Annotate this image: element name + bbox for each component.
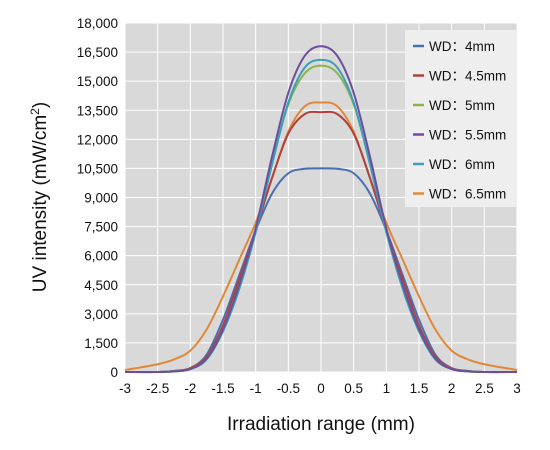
x-tick-label: 1.5 (410, 381, 429, 396)
legend-label: WD：6.5mm (429, 187, 506, 202)
legend-label: WD：6mm (429, 157, 495, 172)
series-lines (124, 45, 518, 374)
y-tick-label: 9,000 (84, 191, 118, 206)
y-tick-label: 16,500 (77, 45, 118, 60)
x-tick-label: 1 (383, 381, 391, 396)
legend: WD：4mm WD：4.5mm WD：5mm WD：5.5mm WD：6mm WD：6.5… (405, 30, 517, 207)
x-tick-label: -0.5 (277, 381, 300, 396)
y-tick-label: 15,000 (77, 74, 118, 89)
y-tick-label: 13,500 (77, 103, 118, 118)
y-axis-title-sup: 2 (28, 108, 42, 115)
x-tick-label: -3 (119, 381, 131, 396)
x-tick-labels: -3 -2.5 -2 -1.5 -1 -0.5 0 0.5 1 1.5 2 2.5 3 (119, 381, 521, 396)
y-tick-label: 10,500 (77, 161, 118, 176)
x-tick-label: -2 (184, 381, 196, 396)
y-tick-label: 4,500 (84, 278, 118, 293)
x-axis-title: Irradiation range (mm) (227, 414, 415, 435)
x-tick-label: 0 (317, 381, 325, 396)
y-tick-label: 18,000 (77, 16, 118, 31)
legend-label: WD：5.5mm (429, 128, 506, 143)
y-axis-title-end: ) (30, 102, 51, 108)
x-tick-label: -1 (250, 381, 262, 396)
y-axis-title: UV intensity (mW/cm2) (28, 102, 51, 292)
legend-label: WD：5mm (429, 98, 495, 113)
x-tick-label: -2.5 (146, 381, 169, 396)
x-tick-label: 3 (513, 381, 521, 396)
y-tick-label: 6,000 (84, 249, 118, 264)
y-tick-label: 7,500 (84, 220, 118, 235)
series-line (124, 45, 518, 374)
y-tick-labels: 0 1,500 3,000 4,500 6,000 7,500 9,000 10,500 12,… (77, 16, 118, 380)
x-tick-label: -1.5 (211, 381, 234, 396)
series-line (124, 101, 518, 372)
y-tick-label: 12,000 (77, 132, 118, 147)
x-tick-label: 2.5 (475, 381, 494, 396)
y-axis-title-main: UV intensity (mW/cm (30, 115, 51, 292)
x-tick-label: 2 (448, 381, 456, 396)
y-tick-label: 3,000 (84, 307, 118, 322)
legend-label: WD：4mm (429, 39, 495, 54)
legend-label: WD：4.5mm (429, 69, 506, 84)
series-line (124, 110, 518, 374)
y-tick-label: 0 (110, 365, 118, 380)
y-tick-label: 1,500 (84, 336, 118, 351)
legend-box (405, 30, 517, 207)
x-tick-label: 0.5 (344, 381, 363, 396)
